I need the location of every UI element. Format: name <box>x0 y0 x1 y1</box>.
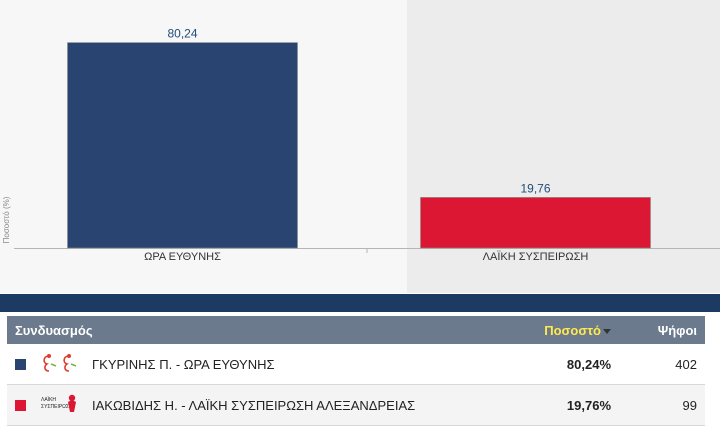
percentage-cell: 19,76% <box>527 384 619 426</box>
header-votes[interactable]: Ψήφοι <box>619 316 705 344</box>
color-swatch <box>15 399 26 411</box>
bar[interactable] <box>67 42 298 249</box>
svg-text:ΛΑΪΚΗ: ΛΑΪΚΗ <box>41 396 56 403</box>
bar[interactable] <box>420 197 651 249</box>
bar-chart: Ποσοστό (%) 80,24 ΩΡΑ ΕΥΘΥΝΗΣ 19,76 ΛΑΪΚΗ ΣΥ… <box>2 27 720 263</box>
results-chart: Ποσοστό (%) 80,24 ΩΡΑ ΕΥΘΥΝΗΣ 19,76 ΛΑΪΚΗ ΣΥ… <box>0 0 720 293</box>
table-row: ΛΑΪΚΗ ΣΥΣΠΕΙΡΩΣΗ ΙΑΚΩΒΙΔΗΣ Η. - ΛΑΪΚΗ ΣΥ… <box>7 384 705 426</box>
coalition-cell: ΛΑΪΚΗ ΣΥΣΠΕΙΡΩΣΗ ΙΑΚΩΒΙΔΗΣ Η. - ΛΑΪΚΗ ΣΥ… <box>7 384 527 426</box>
votes-cell: 402 <box>619 344 705 385</box>
x-tick-label: ΩΡΑ ΕΥΘΥΝΗΣ <box>144 251 221 263</box>
color-swatch <box>15 358 26 370</box>
percentage-cell: 80,24% <box>527 344 619 385</box>
section-divider-bar <box>0 294 720 312</box>
header-percentage[interactable]: Ποσοστό <box>527 316 619 344</box>
y-axis-label: Ποσοστό (%) <box>2 196 11 243</box>
votes-cell: 99 <box>619 384 705 426</box>
coalition-name: ΓΚΥΡΙΝΗΣ Π. - ΩΡΑ ΕΥΘΥΝΗΣ <box>92 356 275 372</box>
coalition-name: ΙΑΚΩΒΙΔΗΣ Η. - ΛΑΪΚΗ ΣΥΣΠΕΙΡΩΣΗ ΑΛΕΞΑΝΔΡ… <box>92 397 416 413</box>
header-coalition[interactable]: Συνδυασμός <box>7 316 527 344</box>
bar-value-label: 19,76 <box>520 181 550 195</box>
results-table: Συνδυασμός Ποσοστό Ψήφοι ΓΚΥΡΙΝΗ <box>7 316 705 426</box>
bar-value-label: 80,24 <box>167 27 197 41</box>
svg-text:ΣΥΣΠΕΙΡΩΣΗ: ΣΥΣΠΕΙΡΩΣΗ <box>41 404 73 410</box>
table-header-row: Συνδυασμός Ποσοστό Ψήφοι <box>7 316 705 344</box>
table-row: ΓΚΥΡΙΝΗΣ Π. - ΩΡΑ ΕΥΘΥΝΗΣ 80,24% 402 <box>7 344 705 385</box>
coalition-cell: ΓΚΥΡΙΝΗΣ Π. - ΩΡΑ ΕΥΘΥΝΗΣ <box>7 344 527 385</box>
x-tick-label: ΛΑΪΚΗ ΣΥΣΠΕΙΡΩΣΗ <box>483 251 589 263</box>
laiki-syspeirosi-logo-icon: ΛΑΪΚΗ ΣΥΣΠΕΙΡΩΣΗ <box>40 392 80 419</box>
ora-euthynis-logo-icon <box>40 352 80 377</box>
header-percentage-label: Ποσοστό <box>544 322 601 338</box>
sort-desc-icon <box>603 328 611 334</box>
